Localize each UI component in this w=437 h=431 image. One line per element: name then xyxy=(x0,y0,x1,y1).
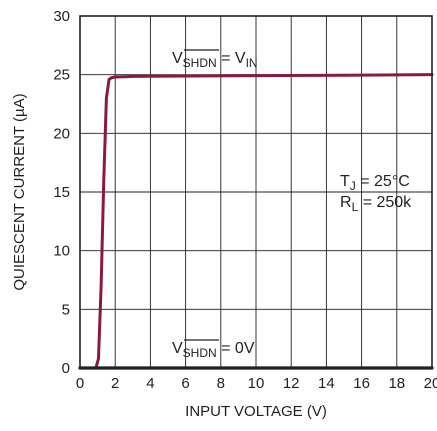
condition-rl: RL = 250k xyxy=(340,194,412,214)
x-tick-label: 12 xyxy=(283,375,300,392)
condition-tj: TJ = 25°C xyxy=(340,173,410,193)
annotation-vshdn-vin-subscript: SHDN xyxy=(183,56,217,70)
tick-labels: 0 2 4 6 8 10 12 14 16 18 20 0 5 10 15 20 25 30 xyxy=(53,8,437,392)
x-tick-label: 10 xyxy=(248,375,265,392)
y-tick-label: 30 xyxy=(53,8,70,25)
y-tick-label: 0 xyxy=(62,360,70,377)
annotation-vshdn-0v: VSHDN = 0V xyxy=(172,340,255,360)
plot-frame xyxy=(79,15,433,369)
y-tick-label: 15 xyxy=(53,184,70,201)
x-tick-label: 8 xyxy=(217,375,225,392)
annotation-vshdn-vin: VSHDN = VIN xyxy=(172,50,258,70)
y-axis-label: QUIESCENT CURRENT (µA) xyxy=(11,93,28,290)
x-tick-label: 2 xyxy=(111,375,119,392)
x-tick-label: 4 xyxy=(146,375,154,392)
x-tick-label: 16 xyxy=(353,375,370,392)
y-tick-label: 25 xyxy=(53,67,70,84)
annotation-vshdn-0v-subscript: SHDN xyxy=(183,346,217,360)
x-tick-label: 18 xyxy=(388,375,405,392)
y-tick-label: 10 xyxy=(53,243,70,260)
x-tick-label: 14 xyxy=(318,375,335,392)
y-tick-label: 5 xyxy=(62,301,70,318)
series-line-vshdn-vin xyxy=(78,73,434,370)
y-tick-label: 20 xyxy=(53,125,70,142)
x-axis-label: INPUT VOLTAGE (V) xyxy=(185,403,327,420)
x-tick-label: 6 xyxy=(181,375,189,392)
x-tick-label: 20 xyxy=(424,375,437,392)
x-tick-label: 0 xyxy=(76,375,84,392)
